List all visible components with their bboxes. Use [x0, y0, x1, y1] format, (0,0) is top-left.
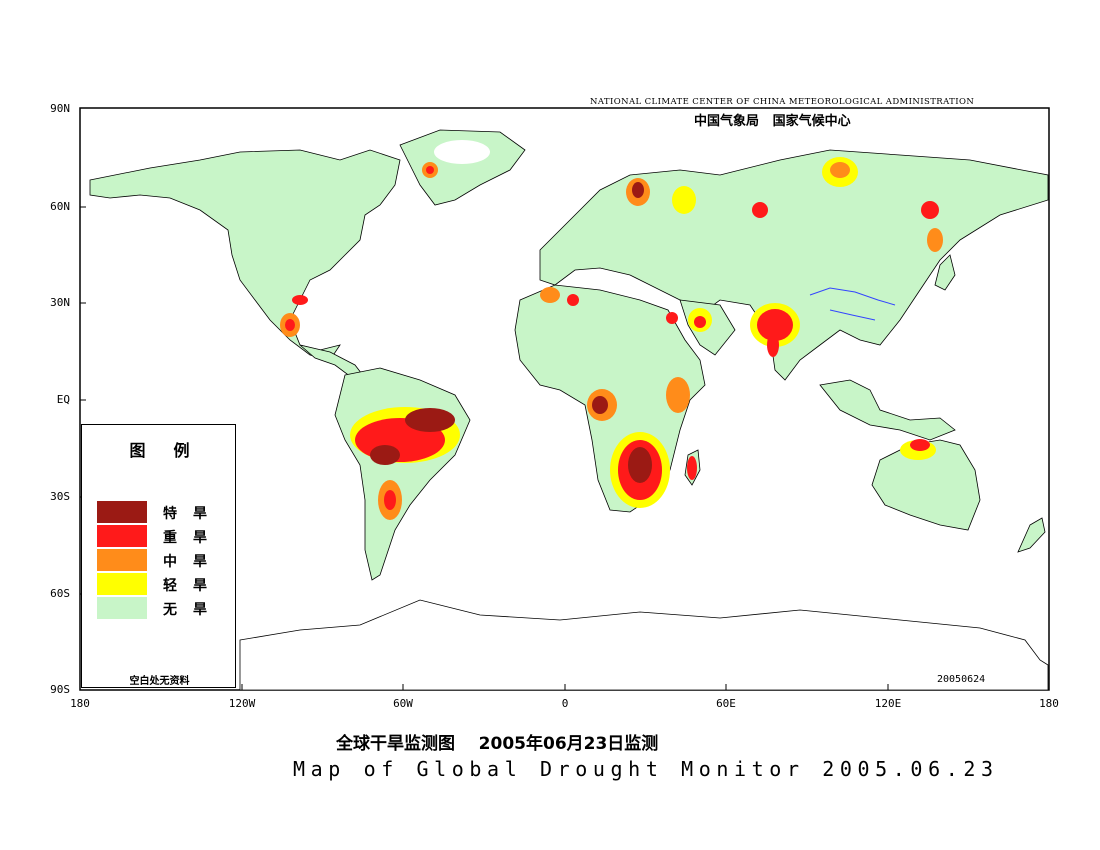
map-date-stamp: 20050624 [937, 674, 986, 685]
drought-patch-n-africa [567, 294, 579, 306]
landmass-eurasia [539, 149, 1049, 381]
no-data-greenland [434, 140, 490, 164]
landmass-japan [934, 254, 956, 291]
legend-label-severe: 重旱 [163, 530, 223, 546]
drought-patch-russia-c [752, 202, 768, 218]
drought-patch-arabia-core [694, 316, 706, 328]
map-title-chinese: 全球干旱监测图 2005年06月23日监测 [336, 734, 659, 754]
drought-patch-australia-core [910, 439, 930, 451]
antarctica-outline [239, 599, 1049, 691]
drought-patch-sa-extreme-2 [370, 445, 400, 465]
lat-label-90s: 90S [50, 683, 70, 696]
river-yangtze [809, 287, 896, 306]
drought-patch-angola-core [592, 396, 608, 414]
landmass-australia [871, 439, 981, 531]
lon-label-120w: 120W [228, 697, 256, 710]
lat-label-eq: EQ [56, 393, 70, 406]
drought-patches [280, 140, 943, 520]
lon-label-60e: 60E [716, 697, 736, 710]
landmass-new-zealand [1017, 517, 1046, 553]
lat-label-60s: 60S [50, 587, 70, 600]
lon-label-120e: 120E [874, 697, 902, 710]
legend-item-none: 无旱 [97, 597, 237, 619]
landmass-greenland [399, 129, 526, 206]
legend-label-extreme: 特旱 [163, 506, 223, 522]
drought-patch-russia-w [672, 186, 696, 214]
drought-patch-sa-extreme [405, 408, 455, 432]
rivers [809, 287, 896, 321]
lon-label-180e: 180 [1039, 697, 1059, 710]
legend-swatch-severe [97, 525, 147, 547]
legend: 图例 特旱 重旱 中旱 轻旱 无旱 空白处无资料 [81, 424, 236, 688]
lon-label-60w: 60W [393, 697, 413, 710]
drought-patch-far-east [921, 201, 939, 219]
drought-patch-madagascar [687, 456, 697, 480]
drought-patch-sa-south-core [384, 490, 396, 510]
map-title-english: Map of Global Drought Monitor 2005.06.23 [293, 757, 999, 781]
drought-patch-texas [292, 295, 308, 305]
legend-item-severe: 重旱 [97, 525, 237, 547]
org-name-english: NATIONAL CLIMATE CENTER OF CHINA METEORO… [590, 97, 975, 107]
drought-patch-scandinavia-core [632, 182, 644, 198]
drought-patch-mexico-core [285, 319, 295, 331]
lat-label-30s: 30S [50, 490, 70, 503]
drought-patch-india-severe [757, 309, 793, 341]
legend-title: 图例 [129, 441, 218, 460]
drought-patch-egypt [666, 312, 678, 324]
legend-label-moderate: 中旱 [163, 554, 223, 570]
landmass-maritime-asia [819, 379, 956, 441]
drought-patch-siberia-core [830, 162, 850, 178]
lat-label-30n: 30N [50, 296, 70, 309]
drought-patch-manchuria [927, 228, 943, 252]
legend-item-moderate: 中旱 [97, 549, 237, 571]
landmass-antarctica [239, 599, 1049, 691]
legend-swatch-none [97, 597, 147, 619]
lon-label-180w: 180 [70, 697, 90, 710]
legend-swatch-extreme [97, 501, 147, 523]
drought-patch-n-africa-west [540, 287, 560, 303]
lon-label-0: 0 [561, 697, 569, 710]
drought-patch-india-south [767, 333, 779, 357]
river-yellow [829, 309, 876, 321]
legend-no-data-note: 空白处无资料 [129, 676, 190, 687]
org-name-chinese: 中国气象局 国家气候中心 [694, 114, 851, 129]
legend-item-light: 轻旱 [97, 573, 237, 595]
legend-label-light: 轻旱 [163, 578, 223, 594]
drought-patch-saf-extreme [628, 447, 652, 483]
legend-label-none: 无旱 [163, 602, 223, 618]
legend-item-extreme: 特旱 [97, 501, 237, 523]
drought-patch-greenland-core [426, 166, 434, 174]
legend-swatch-moderate [97, 549, 147, 571]
legend-swatch-light [97, 573, 147, 595]
lat-label-90n: 90N [50, 102, 70, 115]
drought-patch-east-africa [666, 377, 690, 413]
lat-label-60n: 60N [50, 200, 70, 213]
